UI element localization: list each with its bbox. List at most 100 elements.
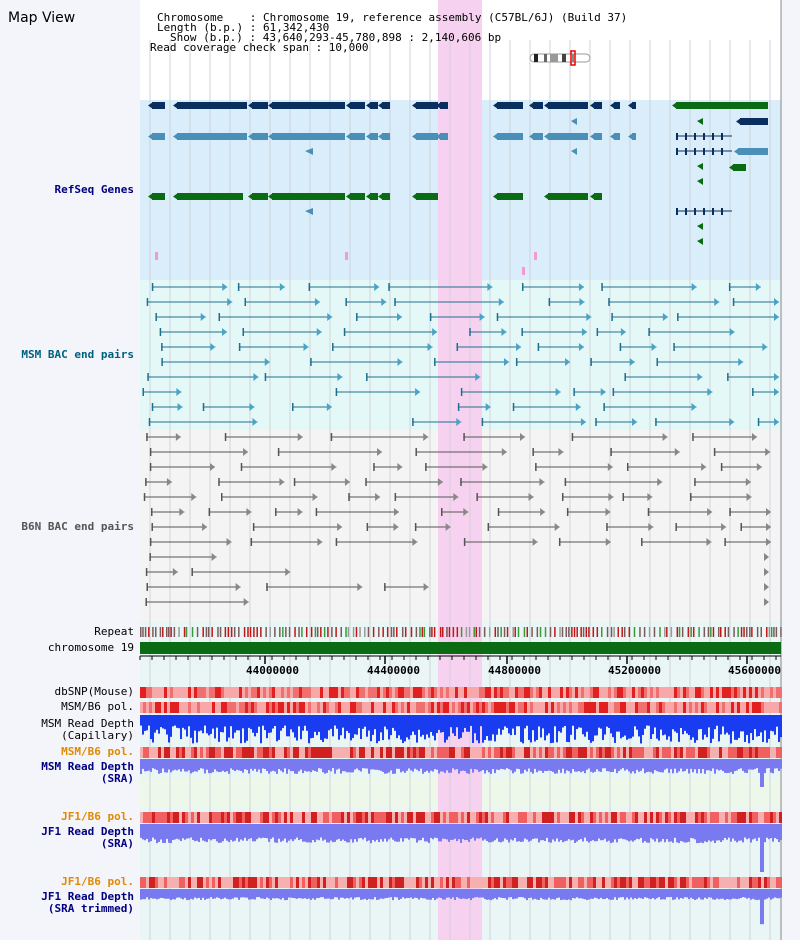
- read-depth-bar: [618, 759, 620, 771]
- read-depth-bar: [440, 715, 442, 733]
- polymorphism-cell: [383, 877, 386, 888]
- read-depth-bar: [308, 759, 310, 772]
- polymorphism-cell: [773, 687, 776, 698]
- read-depth-bar: [332, 759, 334, 769]
- read-depth-bar: [140, 824, 142, 838]
- read-depth-bar: [616, 759, 618, 774]
- read-depth-bar: [338, 824, 340, 839]
- read-depth-bar: [490, 889, 492, 901]
- read-depth-bar: [688, 759, 690, 774]
- polymorphism-cell: [680, 702, 683, 713]
- read-depth-bar: [616, 824, 618, 843]
- repeat-mark: [148, 627, 150, 637]
- repeat-mark: [170, 627, 172, 637]
- polymorphism-cell: [770, 747, 773, 758]
- polymorphism-cell: [164, 687, 167, 698]
- read-depth-bar: [356, 715, 358, 735]
- polymorphism-cell: [380, 687, 383, 698]
- polymorphism-cell: [707, 812, 710, 823]
- polymorphism-cell: [311, 747, 314, 758]
- polymorphism-cell: [191, 877, 194, 888]
- polymorphism-cell: [746, 877, 749, 888]
- read-depth-bar: [390, 759, 392, 771]
- track-label-b6n-bac[interactable]: B6N BAC end pairs: [21, 520, 134, 533]
- read-depth-bar: [276, 889, 278, 899]
- msm-bac-end: [496, 313, 499, 321]
- read-depth-bar: [186, 889, 188, 901]
- polymorphism-cell: [338, 747, 341, 758]
- gene-arrow: [610, 102, 615, 109]
- b6n-bac-end: [764, 568, 769, 576]
- polymorphism-cell: [350, 747, 353, 758]
- polymorphism-cell: [344, 702, 347, 713]
- msm-bac-end: [603, 403, 605, 411]
- polymorphism-cell: [476, 702, 479, 713]
- polymorphism-cell: [521, 812, 524, 823]
- read-depth-bar: [252, 759, 254, 771]
- read-depth-bar: [474, 824, 476, 841]
- polymorphism-cell: [701, 702, 704, 713]
- read-depth-bar: [504, 759, 506, 770]
- gene-block: [548, 102, 588, 109]
- read-depth-bar: [640, 715, 642, 744]
- read-depth-bar: [760, 715, 762, 733]
- polymorphism-cell: [557, 877, 560, 888]
- polymorphism-cell: [506, 877, 509, 888]
- polymorphism-cell: [464, 812, 467, 823]
- read-depth-bar: [214, 715, 216, 739]
- read-depth-bar: [278, 715, 280, 740]
- read-depth-bar: [334, 824, 336, 842]
- read-depth-bar: [184, 715, 186, 730]
- read-depth-bar: [210, 759, 212, 774]
- read-depth-bar: [492, 759, 494, 770]
- read-depth-bar: [746, 889, 748, 899]
- track-label-refseq[interactable]: RefSeq Genes: [54, 183, 134, 196]
- msm-bac-end: [161, 358, 163, 366]
- repeat-mark: [743, 627, 745, 637]
- read-depth-bar: [730, 715, 732, 744]
- polymorphism-cell: [590, 747, 593, 758]
- read-depth-bar: [230, 824, 232, 840]
- track-label-jf1-b6-pol-2: JF1/B6 pol.: [61, 875, 134, 888]
- polymorphism-cell: [395, 812, 398, 823]
- polymorphism-cell: [728, 687, 731, 698]
- read-depth-bar: [238, 889, 240, 900]
- polymorphism-cell: [236, 747, 239, 758]
- read-depth-bar: [654, 824, 656, 842]
- read-depth-bar: [586, 759, 588, 770]
- read-depth-bar: [676, 889, 678, 898]
- read-depth-bar: [696, 715, 698, 741]
- read-depth-bar: [628, 824, 630, 842]
- polymorphism-cell: [365, 877, 368, 888]
- polymorphism-cell: [245, 747, 248, 758]
- polymorphism-cell: [650, 877, 653, 888]
- repeat-mark: [573, 627, 576, 637]
- read-depth-bar: [332, 824, 334, 843]
- polymorphism-cell: [251, 812, 254, 823]
- polymorphism-cell: [737, 747, 740, 758]
- read-depth-bar: [434, 715, 436, 741]
- read-depth-bar: [212, 759, 214, 773]
- gene-arrow: [493, 102, 498, 109]
- msm-bac-end: [253, 373, 259, 381]
- polymorphism-cell: [479, 687, 482, 698]
- read-depth-bar: [152, 889, 154, 899]
- b6n-bac-end: [622, 493, 625, 501]
- read-depth-bar: [218, 759, 220, 773]
- polymorphism-cell: [326, 812, 329, 823]
- read-depth-bar: [454, 824, 456, 839]
- repeat-mark: [681, 627, 684, 637]
- polymorphism-cell: [644, 687, 647, 698]
- polymorphism-cell: [392, 687, 395, 698]
- msm-bac-end: [177, 403, 183, 411]
- read-depth-bar: [646, 824, 648, 843]
- read-depth-bar: [472, 889, 474, 899]
- read-depth-bar: [610, 715, 612, 734]
- axis-tick-label: 44400000: [367, 664, 420, 677]
- polymorphism-cell: [299, 747, 302, 758]
- polymorphism-cell: [299, 687, 302, 698]
- track-label-msm-bac[interactable]: MSM BAC end pairs: [21, 348, 134, 361]
- read-depth-bar: [232, 824, 234, 842]
- polymorphism-cell: [698, 747, 701, 758]
